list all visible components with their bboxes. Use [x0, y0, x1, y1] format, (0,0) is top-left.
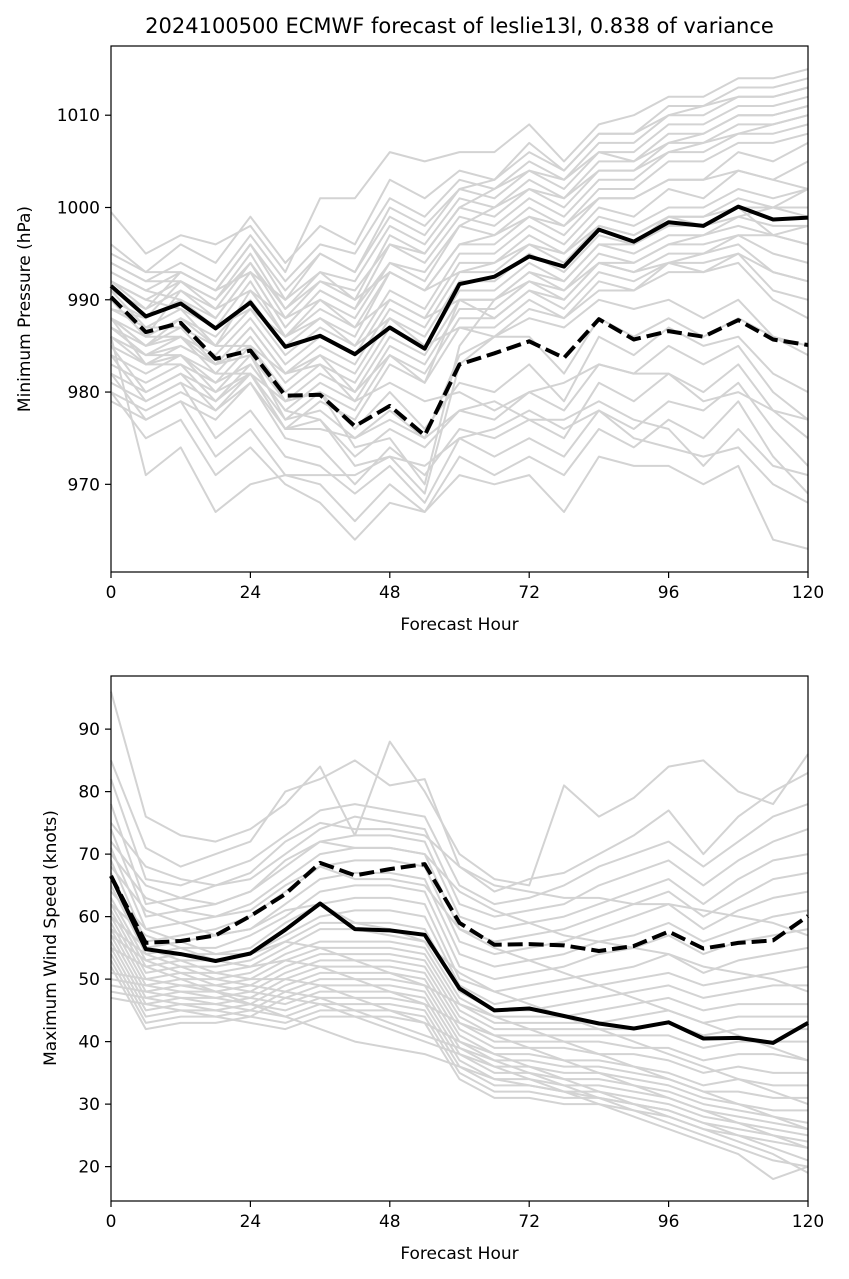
wind-y-tick-label: 50 — [78, 970, 100, 990]
wind-ensemble-member-30 — [110, 934, 809, 1181]
wind-y-ticks: 20 30 40 50 60 70 80 90 — [78, 720, 111, 1178]
wind-mean-lines — [109, 860, 810, 1045]
wind-x-tick-label: 120 — [792, 1212, 824, 1232]
pressure-ensemble-lines — [110, 68, 809, 550]
wind-panel: 0 24 48 72 96 120 20 30 40 50 60 70 80 90 Forecast H… — [41, 675, 824, 1264]
wind-ensemble-member-31 — [110, 903, 809, 1149]
wind-ensemble-member-13 — [110, 916, 808, 1018]
pressure-y-tick-label: 970 — [68, 475, 100, 495]
pressure-ensemble-member-31 — [110, 372, 809, 523]
pressure-solid-line — [109, 204, 809, 357]
wind-ensemble-member-5 — [110, 828, 809, 931]
pressure-ensemble-member-17 — [110, 252, 809, 421]
wind-ensemble-member-7 — [110, 859, 809, 956]
wind-ensemble-member-35 — [110, 840, 809, 993]
wind-ensemble-member-34 — [110, 853, 809, 1062]
wind-y-axis-label: Maximum Wind Speed (knots) — [41, 810, 61, 1066]
pressure-ensemble-member-25 — [110, 197, 809, 486]
pressure-ensemble-member-14 — [110, 224, 809, 394]
pressure-panel: 0 24 48 72 96 120 970 980 990 1000 1010 Forecast … — [15, 45, 824, 635]
pressure-ensemble-member-2 — [110, 77, 809, 274]
pressure-dashed-line — [109, 295, 809, 438]
wind-ensemble-member-29 — [110, 915, 809, 1174]
wind-x-tick-label: 48 — [379, 1212, 401, 1232]
pressure-x-ticks: 0 24 48 72 96 120 — [106, 572, 824, 603]
pressure-ensemble-member-32 — [110, 391, 809, 550]
wind-y-tick-label: 30 — [78, 1095, 100, 1115]
pressure-x-axis-label: Forecast Hour — [400, 615, 518, 635]
wind-solid-line — [109, 875, 809, 1045]
pressure-x-tick-label: 24 — [240, 583, 262, 603]
wind-x-axis-label: Forecast Hour — [400, 1244, 518, 1264]
wind-ensemble-member-4 — [110, 803, 809, 918]
pressure-ensemble-member-35 — [110, 299, 809, 421]
pressure-ensemble-member-3 — [110, 86, 809, 283]
pressure-x-tick-label: 120 — [792, 583, 824, 603]
pressure-y-tick-label: 980 — [68, 383, 100, 403]
pressure-ensemble-member-10 — [110, 160, 809, 357]
pressure-ensemble-member-37 — [110, 252, 809, 329]
pressure-y-tick-label: 990 — [68, 291, 100, 311]
wind-axes-frame — [110, 675, 809, 1202]
pressure-y-axis-label: Minimum Pressure (hPa) — [15, 206, 35, 412]
wind-ensemble-member-16 — [110, 934, 808, 1049]
pressure-ensemble-member-16 — [110, 243, 809, 412]
wind-x-tick-label: 24 — [240, 1212, 262, 1232]
wind-ensemble-member-1 — [110, 691, 809, 887]
wind-y-tick-label: 20 — [78, 1158, 100, 1178]
wind-y-tick-label: 60 — [78, 908, 100, 928]
pressure-ensemble-member-34 — [110, 317, 809, 477]
wind-y-tick-label: 40 — [78, 1033, 100, 1053]
wind-ensemble-member-33 — [110, 865, 809, 1106]
wind-x-tick-label: 0 — [106, 1212, 117, 1232]
chart-title: 2024100500 ECMWF forecast of leslie13l, … — [145, 14, 774, 38]
pressure-ensemble-member-11 — [110, 188, 809, 366]
pressure-x-tick-label: 96 — [658, 583, 680, 603]
pressure-ensemble-member-21 — [110, 86, 809, 310]
pressure-axes-frame — [110, 45, 809, 573]
pressure-y-ticks: 970 980 990 1000 1010 — [57, 106, 111, 495]
wind-ensemble-member-10 — [110, 896, 809, 993]
wind-ensemble-member-3 — [110, 778, 809, 906]
pressure-ensemble-member-26 — [110, 289, 809, 440]
wind-ensemble-member-15 — [110, 928, 808, 1037]
wind-ensemble-lines — [110, 691, 809, 1181]
wind-ensemble-member-19 — [110, 953, 808, 1087]
pressure-y-tick-label: 1010 — [57, 106, 100, 126]
pressure-ensemble-member-27 — [110, 317, 809, 430]
pressure-ensemble-member-19 — [110, 105, 809, 320]
pressure-ensemble-member-29 — [110, 345, 809, 486]
pressure-ensemble-member-1 — [110, 68, 809, 274]
wind-x-tick-label: 72 — [518, 1212, 540, 1232]
pressure-mean-lines — [109, 204, 809, 438]
wind-x-tick-label: 96 — [658, 1212, 680, 1232]
wind-ensemble-member-36 — [110, 821, 809, 937]
wind-ensemble-member-12 — [110, 909, 808, 1012]
pressure-ensemble-member-22 — [110, 169, 809, 347]
wind-ensemble-member-28 — [110, 928, 809, 1168]
pressure-x-tick-label: 0 — [106, 583, 117, 603]
pressure-y-tick-label: 1000 — [57, 198, 100, 218]
wind-y-tick-label: 90 — [78, 720, 100, 740]
wind-ensemble-member-27 — [110, 947, 809, 1162]
pressure-x-tick-label: 48 — [379, 583, 401, 603]
wind-ensemble-member-32 — [110, 890, 809, 1131]
wind-ensemble-member-9 — [110, 884, 809, 981]
wind-x-ticks: 0 24 48 72 96 120 — [106, 1201, 824, 1232]
wind-dashed-line — [109, 860, 810, 953]
pressure-x-tick-label: 72 — [518, 583, 540, 603]
wind-y-tick-label: 70 — [78, 845, 100, 865]
wind-y-tick-label: 80 — [78, 783, 100, 803]
wind-ensemble-member-18 — [110, 947, 808, 1074]
